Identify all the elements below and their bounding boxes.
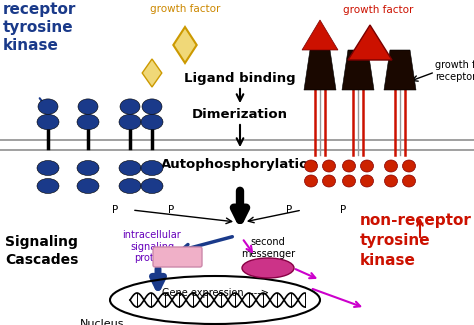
Ellipse shape	[77, 161, 99, 176]
Ellipse shape	[361, 160, 374, 172]
Polygon shape	[342, 50, 374, 90]
Ellipse shape	[38, 99, 58, 114]
Ellipse shape	[304, 160, 318, 172]
Ellipse shape	[78, 99, 98, 114]
Text: growth factor
receptor: growth factor receptor	[435, 60, 474, 83]
Ellipse shape	[343, 160, 356, 172]
Text: non-receptor: non-receptor	[360, 213, 472, 228]
Ellipse shape	[141, 178, 163, 193]
Ellipse shape	[141, 114, 163, 130]
Ellipse shape	[37, 161, 59, 176]
Text: tyrosine: tyrosine	[3, 20, 73, 35]
Ellipse shape	[119, 161, 141, 176]
Text: P: P	[286, 205, 292, 215]
Ellipse shape	[119, 178, 141, 193]
Ellipse shape	[384, 160, 398, 172]
Polygon shape	[384, 50, 416, 90]
Text: Dimerization: Dimerization	[192, 108, 288, 121]
Polygon shape	[348, 25, 392, 60]
Polygon shape	[173, 27, 197, 63]
Ellipse shape	[322, 175, 336, 187]
Ellipse shape	[322, 160, 336, 172]
Ellipse shape	[304, 175, 318, 187]
Text: second
messenger: second messenger	[241, 237, 295, 259]
Ellipse shape	[141, 161, 163, 176]
Polygon shape	[304, 50, 336, 90]
Ellipse shape	[402, 160, 416, 172]
Text: Cascades: Cascades	[5, 253, 78, 267]
Text: P: P	[168, 205, 174, 215]
Ellipse shape	[77, 178, 99, 193]
Ellipse shape	[343, 175, 356, 187]
Text: tyrosine: tyrosine	[360, 233, 430, 248]
Ellipse shape	[120, 99, 140, 114]
Text: intracellular
signaling
protein: intracellular signaling protein	[123, 230, 182, 263]
Ellipse shape	[119, 114, 141, 130]
Ellipse shape	[37, 114, 59, 130]
Ellipse shape	[242, 258, 294, 278]
FancyBboxPatch shape	[153, 247, 202, 267]
Text: receptor: receptor	[3, 2, 76, 17]
Text: growth factor: growth factor	[150, 4, 220, 14]
Text: kinase: kinase	[360, 253, 416, 268]
Text: Signaling: Signaling	[5, 235, 78, 249]
Text: Nucleus: Nucleus	[80, 319, 125, 325]
Ellipse shape	[37, 178, 59, 193]
Text: growth factor: growth factor	[343, 5, 413, 15]
Ellipse shape	[142, 99, 162, 114]
Polygon shape	[302, 20, 338, 50]
Ellipse shape	[402, 175, 416, 187]
Ellipse shape	[77, 114, 99, 130]
Text: P: P	[340, 205, 346, 215]
Ellipse shape	[361, 175, 374, 187]
Text: Gene expression ---->: Gene expression ---->	[162, 288, 268, 298]
Text: kinase: kinase	[3, 38, 59, 53]
Ellipse shape	[384, 175, 398, 187]
Text: Autophosphorylation: Autophosphorylation	[161, 158, 319, 171]
Text: P: P	[112, 205, 118, 215]
Polygon shape	[142, 59, 162, 87]
Text: Ligand binding: Ligand binding	[184, 72, 296, 85]
